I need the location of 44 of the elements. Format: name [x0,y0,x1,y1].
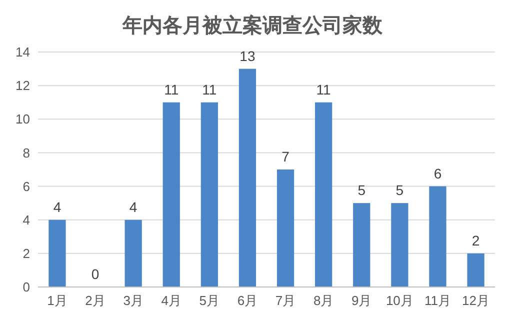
data-label: 5 [396,182,404,198]
y-tick-label: 8 [22,145,30,160]
data-label: 7 [282,148,290,164]
y-tick-label: 2 [22,246,30,261]
y-tick-label: 10 [16,112,30,127]
bar [391,203,408,287]
data-label: 4 [129,198,138,215]
data-label: 11 [202,81,217,98]
bar [276,170,294,287]
x-tick-label: 7月 [275,293,296,308]
data-label: 11 [164,81,179,98]
x-tick-label: 3月 [123,293,144,308]
data-label: 11 [316,81,332,98]
x-tick-label: 1月 [47,293,68,308]
bar [353,203,370,287]
x-tick-label: 11月 [424,293,451,308]
bar [48,220,66,287]
y-tick-label: 0 [22,280,30,295]
data-label: 2 [472,232,480,248]
bar [124,220,142,287]
bar [429,186,446,287]
x-tick-label: 8月 [313,293,334,308]
data-label: 13 [240,48,256,64]
x-tick-label: 4月 [161,293,182,308]
y-tick-label: 4 [22,212,30,228]
chart-title: 年内各月被立案调查公司家数 [122,14,384,37]
x-tick-label: 5月 [199,293,220,308]
data-label: 5 [358,182,366,198]
x-tick-label: 2月 [85,293,106,308]
data-label: 4 [53,198,62,215]
data-label: 6 [434,165,442,182]
y-tick-label: 12 [16,78,30,94]
data-label: 0 [91,266,100,282]
bar [238,68,256,287]
bar [200,102,218,287]
bar [467,253,484,287]
y-tick-label: 6 [22,178,30,194]
x-tick-label: 10月 [386,293,414,308]
x-tick-label: 12月 [462,293,490,308]
x-tick-label: 9月 [352,293,372,308]
y-tick-label: 14 [16,44,30,60]
bar [315,102,332,287]
x-tick-label: 6月 [237,293,258,308]
bar [162,102,180,287]
